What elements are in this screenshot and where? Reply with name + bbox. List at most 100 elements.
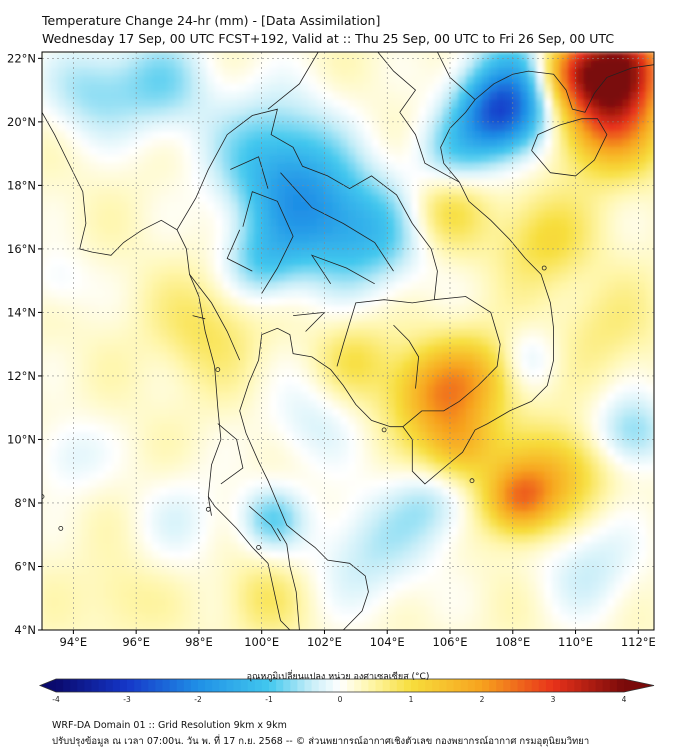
field-cell: [42, 131, 51, 140]
field-cell: [42, 495, 51, 504]
field-cell: [465, 392, 475, 401]
field-cell: [567, 75, 577, 85]
field-cell: [73, 202, 82, 211]
field-cell: [167, 392, 176, 401]
field-cell: [528, 527, 537, 536]
field-cell: [293, 416, 302, 425]
field-cell: [324, 455, 333, 465]
field-cell: [528, 352, 537, 362]
field-cell: [65, 368, 74, 378]
field-cell: [340, 234, 349, 243]
field-cell: [293, 67, 302, 77]
field-cell: [387, 447, 396, 457]
field-cell: [285, 337, 294, 346]
field-cell: [402, 352, 412, 362]
field-cell: [379, 67, 388, 77]
field-cell: [253, 511, 263, 520]
field-cell: [646, 376, 654, 386]
field-cell: [269, 416, 278, 425]
field-cell: [387, 154, 396, 164]
field-cell: [128, 75, 137, 85]
field-cell: [198, 297, 208, 306]
field-cell: [261, 226, 271, 235]
field-cell: [646, 170, 654, 180]
field-cell: [159, 257, 169, 267]
field-cell: [300, 527, 310, 536]
field-cell: [552, 218, 561, 227]
field-cell: [473, 463, 482, 473]
field-cell: [646, 321, 654, 330]
field-cell: [630, 265, 639, 275]
field-cell: [575, 265, 584, 275]
field-cell: [552, 210, 561, 219]
field-cell: [536, 439, 545, 449]
field-cell: [371, 542, 380, 552]
field-cell: [622, 463, 632, 473]
field-cell: [175, 115, 184, 124]
field-cell: [638, 218, 647, 227]
field-cell: [175, 139, 184, 148]
field-cell: [246, 447, 255, 457]
field-cell: [222, 503, 231, 512]
field-cell: [159, 170, 169, 180]
field-cell: [614, 527, 624, 536]
field-cell: [552, 75, 561, 85]
field-cell: [214, 424, 224, 433]
field-cell: [112, 392, 122, 401]
field-cell: [175, 495, 184, 504]
field-cell: [293, 75, 302, 85]
field-cell: [253, 234, 263, 243]
field-cell: [191, 416, 200, 425]
field-cell: [81, 210, 90, 219]
field-cell: [175, 202, 184, 211]
field-cell: [567, 147, 577, 156]
field-cell: [473, 479, 482, 489]
field-cell: [442, 210, 451, 219]
field-cell: [261, 194, 271, 204]
field-cell: [371, 463, 380, 473]
field-cell: [112, 234, 122, 243]
field-cell: [293, 503, 302, 512]
field-cell: [285, 202, 294, 211]
field-cell: [175, 400, 184, 409]
field-cell: [497, 313, 506, 322]
field-cell: [465, 131, 475, 140]
field-cell: [418, 376, 428, 386]
field-cell: [497, 392, 506, 401]
field-cell: [167, 368, 176, 378]
field-cell: [65, 479, 74, 489]
field-cell: [198, 265, 208, 275]
field-cell: [183, 384, 192, 394]
field-cell: [230, 249, 239, 259]
field-cell: [559, 67, 569, 77]
field-cell: [89, 162, 98, 172]
field-cell: [73, 297, 82, 306]
field-cell: [379, 519, 388, 528]
field-cell: [497, 99, 506, 109]
field-cell: [371, 455, 380, 465]
field-cell: [340, 329, 349, 338]
field-cell: [120, 131, 129, 140]
field-cell: [528, 384, 537, 394]
field-cell: [167, 202, 176, 211]
field-cell: [159, 360, 169, 370]
field-cell: [340, 416, 349, 425]
field-cell: [285, 249, 294, 259]
field-cell: [638, 297, 647, 306]
field-cell: [246, 392, 255, 401]
field-cell: [371, 139, 380, 148]
field-cell: [457, 368, 467, 378]
field-cell: [387, 249, 396, 259]
field-cell: [269, 186, 278, 196]
field-cell: [520, 329, 530, 338]
field-cell: [559, 218, 569, 227]
field-cell: [536, 281, 545, 291]
field-cell: [599, 226, 608, 235]
field-cell: [206, 511, 216, 520]
field-cell: [96, 479, 106, 489]
field-cell: [402, 154, 412, 164]
field-cell: [450, 99, 459, 109]
field-cell: [167, 52, 176, 61]
field-cell: [426, 194, 435, 204]
field-cell: [81, 424, 90, 433]
